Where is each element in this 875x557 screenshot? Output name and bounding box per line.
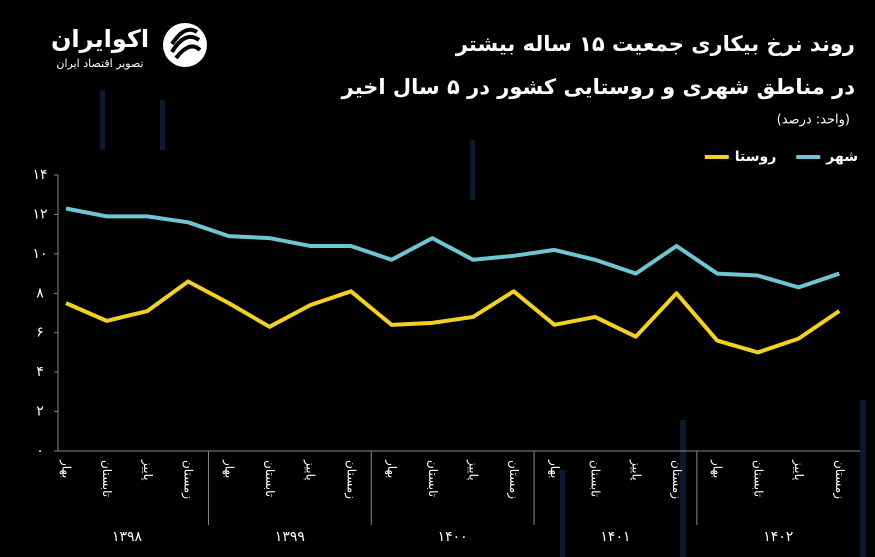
y-tick-label: ۱۲ bbox=[32, 206, 47, 222]
y-tick-label: ۴ bbox=[36, 364, 44, 380]
x-tick-label: پاییز bbox=[140, 459, 155, 481]
chart-title: روند نرخ بیکاری جمعیت ۱۵ ساله بیشتر bbox=[455, 32, 855, 56]
year-label: ۱۳۹۸ bbox=[112, 529, 143, 545]
unit-note: (واحد: درصد) bbox=[777, 113, 850, 128]
series-line bbox=[65, 206, 840, 290]
y-tick-label: ۲ bbox=[36, 404, 44, 420]
x-tick-label: بهار bbox=[221, 459, 236, 478]
x-tick-label: تابستان bbox=[426, 460, 440, 497]
year-label: ۱۴۰۰ bbox=[438, 529, 468, 545]
x-tick-label: تابستان bbox=[100, 460, 114, 497]
logo bbox=[163, 23, 207, 67]
series-line bbox=[65, 279, 841, 355]
y-tick-label: ۰ bbox=[36, 443, 44, 459]
x-tick-label: زمستان bbox=[669, 460, 684, 499]
y-tick-label: ۱۴ bbox=[32, 167, 47, 183]
x-tick-label: بهار bbox=[710, 459, 725, 478]
x-tick-label: بهار bbox=[547, 459, 562, 478]
x-tick-label: زمستان bbox=[343, 460, 358, 499]
year-label: ۱۴۰۲ bbox=[763, 529, 793, 545]
x-tick-label: بهار bbox=[384, 459, 399, 478]
x-tick-label: تابستان bbox=[263, 460, 277, 497]
brand-name: اکوایران bbox=[51, 25, 149, 53]
y-tick-label: ۱۰ bbox=[32, 246, 47, 262]
legend-label: روستا bbox=[735, 149, 777, 165]
x-tick-label: بهار bbox=[59, 459, 74, 478]
x-tick-label: زمستان bbox=[832, 460, 847, 499]
x-tick-label: پاییز bbox=[303, 459, 318, 481]
legend-label: شهر bbox=[825, 149, 858, 165]
chart-title: در مناطق شهری و روستایی کشور در ۵ سال اخ… bbox=[341, 75, 856, 99]
x-tick-label: تابستان bbox=[589, 460, 603, 497]
x-tick-label: پاییز bbox=[791, 459, 806, 481]
year-label: ۱۳۹۹ bbox=[275, 529, 305, 545]
backdrop bbox=[100, 90, 866, 557]
brand-tagline: تصویر اقتصاد ایران bbox=[56, 57, 143, 70]
x-tick-label: پاییز bbox=[628, 459, 643, 481]
year-label: ۱۴۰۱ bbox=[600, 529, 630, 545]
x-tick-label: زمستان bbox=[506, 460, 521, 499]
y-tick-label: ۶ bbox=[36, 325, 44, 341]
x-tick-label: تابستان bbox=[751, 460, 765, 497]
x-tick-label: زمستان bbox=[181, 460, 196, 499]
x-tick-label: پاییز bbox=[466, 459, 481, 481]
y-tick-label: ۸ bbox=[36, 285, 44, 301]
